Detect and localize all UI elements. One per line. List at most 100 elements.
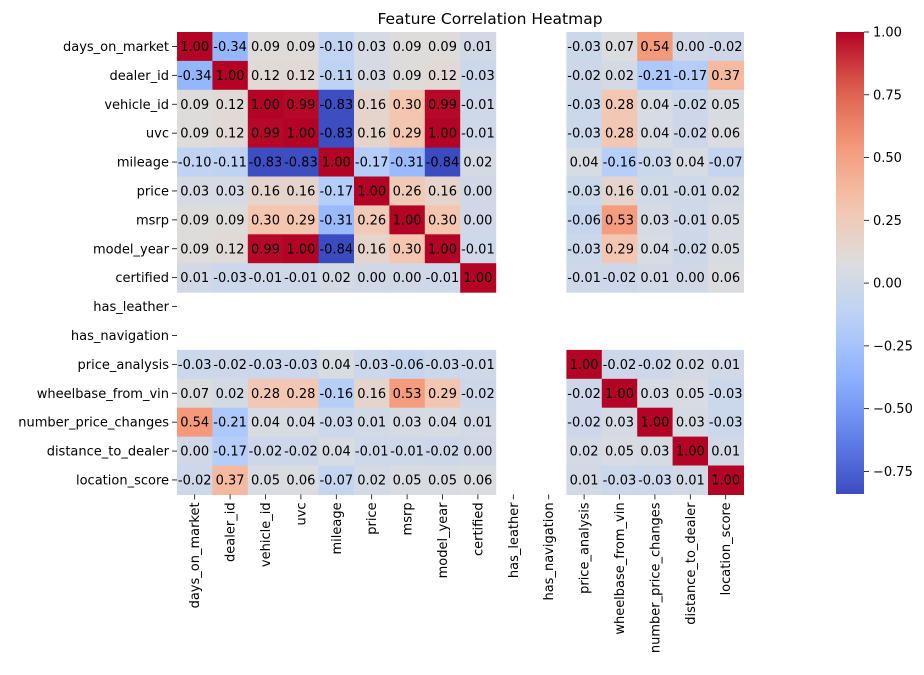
heatmap-cell — [637, 205, 674, 235]
heatmap-cell — [318, 234, 355, 264]
heatmap-cell — [460, 349, 497, 380]
cell-value-label: 0.01 — [711, 445, 740, 460]
heatmap-cell — [212, 234, 249, 264]
heatmap-cell — [177, 176, 213, 206]
heatmap-cell — [247, 89, 284, 120]
heatmap-cell — [424, 234, 461, 264]
cell-value-label: -0.17 — [355, 156, 389, 171]
heatmap-cell — [566, 118, 603, 149]
heatmap-cell — [460, 378, 497, 409]
heatmap-cell — [212, 176, 249, 206]
cell-value-label: 0.00 — [463, 213, 492, 228]
heatmap-cell — [460, 263, 497, 293]
heatmap-cell — [637, 32, 674, 62]
cell-value-label: 1.00 — [428, 242, 457, 257]
heatmap-cell — [601, 60, 638, 91]
heatmap-cell — [212, 118, 249, 149]
cell-value-label: 0.02 — [216, 387, 245, 402]
heatmap-cell — [460, 32, 497, 62]
x-tick-label: uvc — [294, 502, 309, 525]
heatmap-cell — [318, 118, 355, 149]
heatmap-cell — [283, 176, 320, 206]
cell-value-label: -0.03 — [567, 184, 601, 199]
cell-value-label: 0.05 — [676, 387, 705, 402]
cell-value-label: 0.05 — [251, 473, 280, 488]
y-tick-label: price — [137, 184, 169, 199]
heatmap-cell — [177, 147, 213, 178]
cell-value-label: -0.83 — [319, 98, 353, 113]
cell-value-label: 0.02 — [605, 69, 634, 84]
cell-value-label: -0.01 — [461, 98, 495, 113]
cell-value-label: -0.03 — [178, 358, 212, 373]
cell-value-label: 0.30 — [393, 98, 422, 113]
heatmap-cell — [601, 378, 638, 409]
x-tick-label: msrp — [401, 502, 416, 535]
cell-value-label: -0.02 — [284, 445, 318, 460]
cell-value-label: 0.01 — [640, 271, 669, 286]
colorbar-tick-label: 0.00 — [873, 277, 902, 292]
cell-value-label: -0.02 — [603, 358, 637, 373]
heatmap-cell — [389, 263, 426, 293]
cell-value-label: 0.00 — [463, 184, 492, 199]
heatmap-cell — [283, 32, 320, 62]
x-tick-label: wheelbase_from_vin — [613, 502, 628, 634]
cell-value-label: 0.28 — [605, 98, 634, 113]
cell-value-label: 1.00 — [216, 69, 245, 84]
cell-value-label: -0.01 — [355, 445, 389, 460]
heatmap-cell — [566, 263, 603, 293]
cell-value-label: 1.00 — [357, 184, 386, 199]
cell-value-label: 0.12 — [428, 69, 457, 84]
cell-value-label: -0.01 — [390, 445, 424, 460]
cell-value-label: 0.30 — [428, 213, 457, 228]
cell-value-label: -0.06 — [567, 213, 601, 228]
heatmap-cell — [212, 263, 249, 293]
heatmap-cell — [177, 118, 213, 149]
heatmap-cell — [283, 436, 320, 467]
heatmap-cell — [247, 147, 284, 178]
cell-value-label: -0.02 — [673, 242, 707, 257]
cell-value-label: 0.01 — [570, 473, 599, 488]
cell-value-label: -0.02 — [673, 98, 707, 113]
cell-value-label: 1.00 — [322, 156, 351, 171]
heatmap-cell — [177, 60, 213, 91]
cell-value-label: 0.12 — [286, 69, 315, 84]
cell-value-label: -0.03 — [567, 40, 601, 55]
heatmap-cell — [601, 89, 638, 120]
heatmap-cell — [318, 436, 355, 467]
heatmap-cell — [672, 60, 709, 91]
heatmap-cell — [424, 205, 461, 235]
cell-value-label: 0.04 — [640, 127, 669, 142]
cell-value-label: 0.02 — [570, 445, 599, 460]
heatmap-cell — [460, 234, 497, 264]
cell-value-label: 1.00 — [180, 40, 209, 55]
cell-value-label: -0.83 — [249, 156, 283, 171]
x-tick-label: number_price_changes — [648, 502, 663, 653]
cell-value-label: 0.01 — [711, 358, 740, 373]
cell-value-label: 0.37 — [216, 473, 245, 488]
heatmap-cell — [708, 234, 744, 264]
heatmap-cell — [424, 349, 461, 380]
heatmap-cell — [601, 205, 638, 235]
heatmap-cell — [460, 176, 497, 206]
cell-value-label: 0.02 — [463, 156, 492, 171]
cell-value-label: 0.29 — [605, 242, 634, 257]
heatmap-cell — [177, 205, 213, 235]
cell-value-label: -0.17 — [213, 445, 247, 460]
heatmap-cell — [318, 378, 355, 409]
heatmap-cell — [566, 436, 603, 467]
cell-value-label: 0.12 — [216, 127, 245, 142]
x-tick-label: has_leather — [507, 502, 522, 578]
cell-value-label: 0.30 — [251, 213, 280, 228]
x-tick-label: vehicle_id — [259, 502, 274, 567]
heatmap-cell — [247, 205, 284, 235]
y-tick-label: mileage — [117, 156, 169, 171]
cell-value-label: -0.03 — [603, 473, 637, 488]
cell-value-label: 0.06 — [711, 127, 740, 142]
cell-value-label: -0.07 — [319, 473, 353, 488]
heatmap-cell — [283, 465, 320, 495]
heatmap-cell — [637, 465, 674, 495]
cell-value-label: 0.04 — [251, 416, 280, 431]
cell-value-label: -0.17 — [319, 184, 353, 199]
heatmap-cell — [672, 32, 709, 62]
cell-value-label: 0.16 — [357, 98, 386, 113]
